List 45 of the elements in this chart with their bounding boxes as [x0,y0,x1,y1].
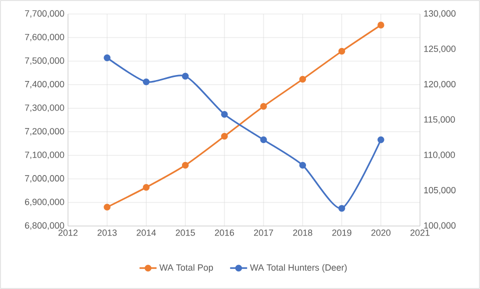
x-tick-label: 2020 [371,230,390,236]
point [338,204,346,212]
y-tick-label: 7,100,000 [25,152,64,160]
point [377,136,384,144]
y-tick-label: 7,300,000 [25,104,64,112]
point [221,110,228,118]
y2-tick-label: 115,000 [424,116,455,124]
x-tick-label: 2019 [332,230,352,236]
point [142,184,150,191]
legend-label: WA Total Pop [159,264,213,272]
y-tick-label: 6,900,000 [25,198,64,206]
x-tick-label: 2015 [176,230,195,236]
point [299,76,306,83]
x-tick-label: 2021 [410,230,430,236]
y-tick-label: 7,000,000 [25,175,64,183]
point [182,162,189,169]
y-tick-label: 7,400,000 [25,80,64,88]
y-tick-label: 7,500,000 [25,57,64,65]
x-tick-label: 2013 [98,230,117,236]
y-tick-label: 7,200,000 [25,128,64,136]
y2-tick-label: 100,000 [424,222,456,230]
point [104,54,110,62]
x-tick-label: 2018 [293,230,312,236]
x-tick-label: 2012 [58,230,78,236]
point [104,204,110,211]
point [260,136,267,144]
point [299,162,306,169]
y-tick-label: 7,600,000 [25,34,64,42]
y-tick-label: 7,700,000 [25,10,64,18]
point [260,102,267,110]
x-tick-label: 2017 [254,230,274,236]
y2-tick-label: 110,000 [424,152,455,160]
x-tick-label: 2014 [136,230,156,236]
legend-label: WA Total Hunters (Deer) [250,264,347,272]
x-tick-label: 2016 [214,230,234,236]
y2-tick-label: 105,000 [424,186,456,194]
point [182,72,189,80]
point [377,22,384,28]
point [338,48,346,55]
point [221,132,228,140]
y-tick-label: 6,800,000 [25,222,64,230]
y2-tick-label: 130,000 [424,10,456,18]
point [142,78,150,86]
y2-tick-label: 125,000 [424,46,456,54]
y2-tick-label: 120,000 [424,80,456,88]
